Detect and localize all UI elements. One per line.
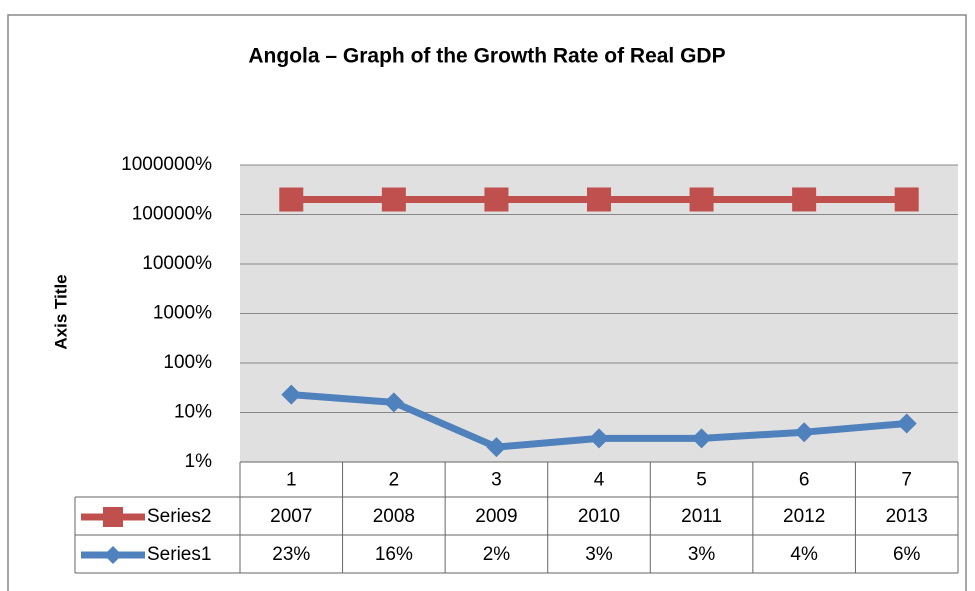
- data-table-value: 2013: [886, 506, 928, 527]
- y-tick-label: 1000%: [153, 303, 212, 324]
- x-tick-label: 2: [389, 470, 400, 491]
- chart-title: Angola – Graph of the Growth Rate of Rea…: [248, 45, 725, 68]
- marker: [281, 384, 302, 405]
- marker: [486, 437, 507, 458]
- x-tick-label: 4: [594, 470, 605, 491]
- marker: [587, 187, 611, 212]
- data-table-value: 23%: [272, 544, 310, 565]
- y-axis-title: Axis Title: [51, 274, 70, 349]
- y-tick-label: 10%: [174, 402, 212, 423]
- data-table-value: 2012: [783, 506, 825, 527]
- x-tick-label: 1: [286, 470, 297, 491]
- marker: [896, 413, 917, 434]
- x-tick-label: 3: [491, 470, 502, 491]
- data-table-value: 2009: [475, 506, 517, 527]
- x-tick-label: 6: [799, 470, 810, 491]
- marker: [691, 428, 712, 449]
- data-table-value: 2%: [483, 544, 511, 565]
- data-table-value: 4%: [790, 544, 818, 565]
- data-table-value: 2008: [373, 506, 415, 527]
- data-table-value: 2010: [578, 506, 620, 527]
- data-table-value: 3%: [688, 544, 716, 565]
- legend-marker: [103, 507, 123, 527]
- marker: [279, 187, 304, 212]
- marker: [792, 187, 817, 212]
- data-table-value: 2007: [270, 506, 312, 527]
- y-tick-label: 10000%: [142, 253, 212, 274]
- y-tick-label: 100000%: [132, 204, 212, 225]
- marker: [794, 422, 815, 443]
- legend-label: Series2: [147, 506, 211, 527]
- x-tick-label: 5: [696, 470, 707, 491]
- data-table-value: 2011: [681, 506, 722, 527]
- legend-marker: [104, 546, 122, 564]
- marker: [589, 428, 609, 449]
- data-table-value: 6%: [893, 544, 921, 565]
- marker: [484, 187, 509, 212]
- x-tick-label: 7: [901, 470, 912, 491]
- legend-label: Series1: [147, 544, 211, 565]
- y-tick-label: 100%: [163, 352, 212, 373]
- y-tick-label: 1%: [185, 451, 213, 472]
- marker: [381, 187, 406, 212]
- data-table-value: 16%: [375, 544, 413, 565]
- marker: [689, 187, 714, 212]
- marker: [894, 187, 919, 212]
- marker: [383, 392, 404, 413]
- data-table-value: 3%: [585, 544, 613, 565]
- y-tick-label: 1000000%: [121, 154, 212, 175]
